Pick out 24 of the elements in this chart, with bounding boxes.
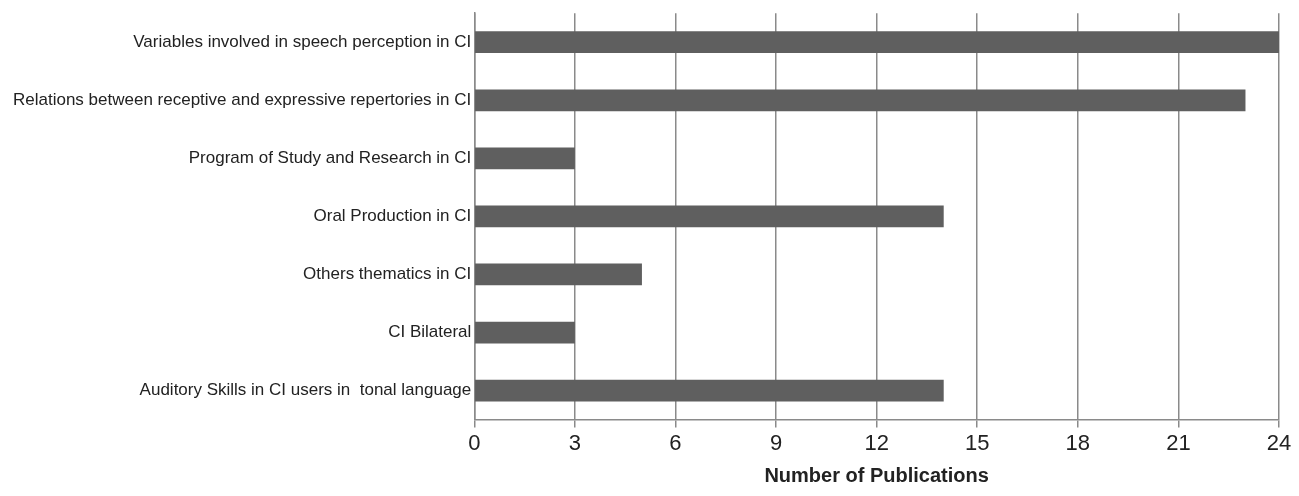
bar <box>475 89 1246 112</box>
bar <box>475 379 944 402</box>
y-tick-label: CI Bilateral <box>388 322 472 342</box>
bar <box>475 147 575 170</box>
x-tick-label: 6 <box>669 429 682 455</box>
y-tick-label: Oral Production in CI <box>313 206 472 226</box>
y-tick-label: Variables involved in speech perception in CI <box>133 31 472 51</box>
x-tick-label: 9 <box>769 429 783 455</box>
y-tick-label: Program of Study and Research in CI <box>188 148 472 168</box>
x-tick-label: 3 <box>568 429 582 455</box>
y-tick-label: Relations between receptive and expressive repertories in CI <box>13 89 472 109</box>
x-tick-label: 24 <box>1266 429 1292 455</box>
y-tick-label: Auditory Skills in CI users in tonal language <box>139 380 472 400</box>
x-axis-title: Number of Publications <box>764 463 989 486</box>
x-tick-label: 15 <box>964 429 990 455</box>
x-tick-label: 0 <box>468 429 481 455</box>
y-tick-label: Others thematics in CI <box>303 264 472 284</box>
bar <box>475 31 1279 54</box>
bar <box>475 205 944 228</box>
x-tick-label: 12 <box>864 429 889 455</box>
x-tick-label: 18 <box>1065 429 1091 455</box>
bar <box>475 263 642 286</box>
x-tick-label: 21 <box>1166 429 1191 455</box>
bar <box>475 321 575 344</box>
